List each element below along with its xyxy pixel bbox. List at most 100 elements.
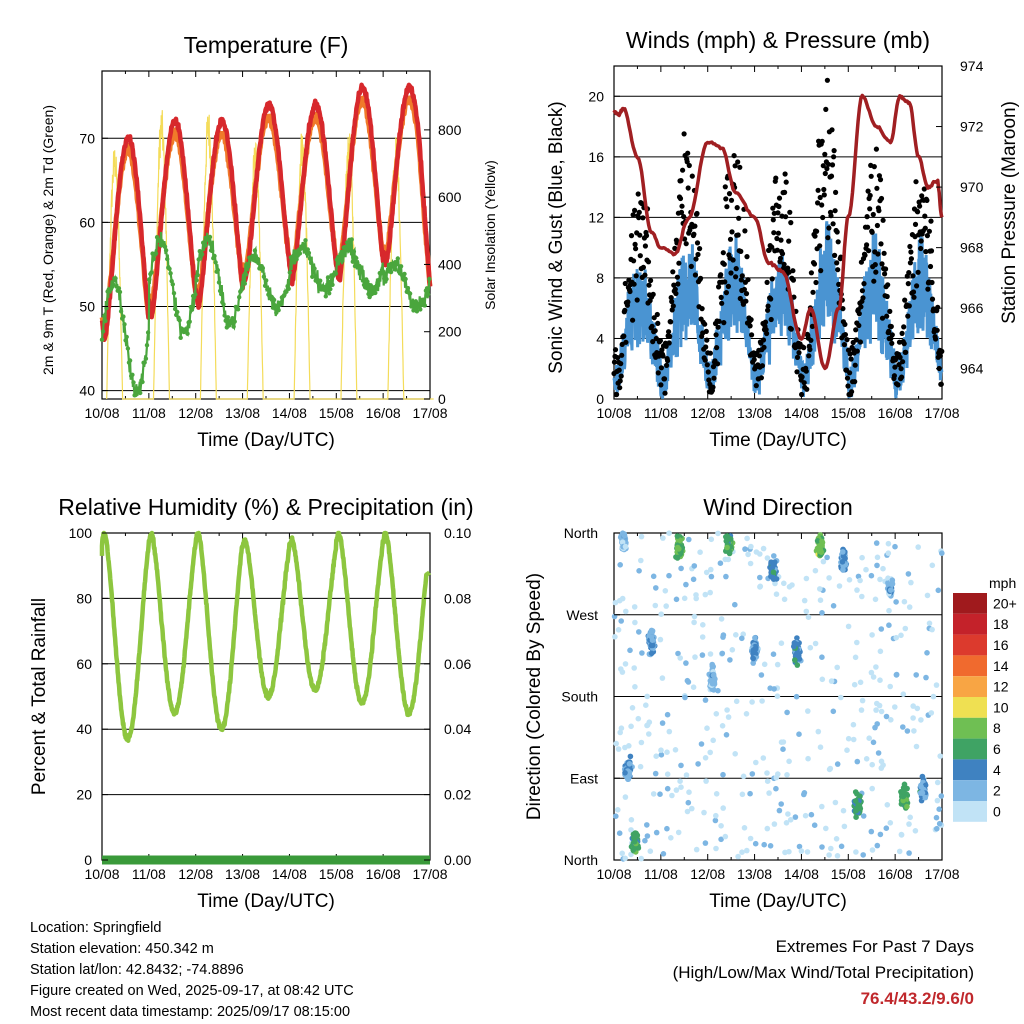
wind-y-tick-label: 12 xyxy=(588,209,604,225)
gust-point xyxy=(864,214,870,220)
gust-point xyxy=(636,215,642,221)
direction-point xyxy=(769,573,776,580)
gust-point xyxy=(723,290,730,296)
gust-point xyxy=(707,350,714,356)
gust-point xyxy=(896,362,902,368)
direction-point xyxy=(939,550,945,556)
gust-point xyxy=(731,153,737,159)
direction-point xyxy=(819,610,825,616)
direction-point xyxy=(664,771,671,777)
direction-point xyxy=(750,647,757,653)
direction-point xyxy=(715,530,721,537)
direction-point xyxy=(646,731,652,737)
direction-point xyxy=(648,650,655,657)
dir-x-tick-label: 10/08 xyxy=(596,866,631,882)
direction-point xyxy=(691,619,697,626)
dir-x-tick-label: 16/08 xyxy=(878,866,913,882)
td2m-point xyxy=(328,286,333,292)
rh-y2-tick-label: 0.06 xyxy=(444,656,471,672)
gust-point xyxy=(847,370,853,376)
direction-point xyxy=(719,650,726,657)
direction-point xyxy=(764,825,771,832)
gust-point xyxy=(939,348,945,354)
gust-point xyxy=(637,232,643,238)
direction-point xyxy=(820,558,827,565)
gust-point xyxy=(866,248,872,254)
td2m-point xyxy=(325,275,331,280)
direction-point xyxy=(892,543,898,550)
wind-y-tick-label: 8 xyxy=(596,270,604,286)
gust-point xyxy=(924,233,931,239)
gust-point xyxy=(922,213,928,219)
colorbar-swatch xyxy=(953,801,987,822)
gust-point xyxy=(831,148,837,154)
wind-y2-tick-label: 966 xyxy=(960,300,984,316)
td2m-point xyxy=(330,282,335,287)
td2m-point xyxy=(124,334,129,340)
direction-point xyxy=(887,587,894,593)
direction-point xyxy=(834,761,841,767)
direction-point xyxy=(787,817,794,823)
td2m-point xyxy=(219,291,224,297)
direction-point xyxy=(695,761,701,767)
direction-point xyxy=(666,728,673,735)
gust-point xyxy=(650,339,656,345)
colorbar-swatch xyxy=(953,697,987,718)
direction-point xyxy=(786,758,792,765)
direction-point xyxy=(934,825,940,832)
direction-point xyxy=(673,596,680,603)
gust-point xyxy=(686,162,692,169)
direction-point xyxy=(727,657,733,663)
td2m-point xyxy=(310,274,315,279)
gust-point xyxy=(832,208,838,214)
direction-point xyxy=(854,639,860,646)
td2m-point xyxy=(216,280,222,285)
gust-point xyxy=(703,344,709,350)
direction-point xyxy=(852,654,859,661)
direction-point xyxy=(830,603,837,609)
gust-point xyxy=(888,323,894,330)
direction-point xyxy=(637,763,644,770)
gust-point xyxy=(735,232,741,238)
direction-point xyxy=(732,601,738,608)
td2m-point xyxy=(149,270,154,275)
direction-point xyxy=(747,790,753,797)
td2m-point xyxy=(203,243,208,248)
gust-point xyxy=(922,225,928,231)
direction-point xyxy=(689,805,695,812)
direction-point xyxy=(900,789,907,795)
td2m-point xyxy=(388,269,394,275)
direction-point xyxy=(715,687,721,694)
direction-point xyxy=(811,822,818,828)
direction-point xyxy=(929,626,935,633)
td2m-point xyxy=(374,285,379,291)
direction-point xyxy=(902,625,909,632)
td2m-point xyxy=(393,267,398,272)
direction-point xyxy=(724,533,730,539)
wind-y2-tick-label: 970 xyxy=(960,179,984,195)
direction-point xyxy=(869,632,875,638)
direction-point xyxy=(794,662,801,668)
gust-point xyxy=(787,209,793,215)
gust-point xyxy=(856,322,862,329)
direction-point xyxy=(785,811,791,817)
gust-point xyxy=(672,286,678,292)
colorbar-label: 2 xyxy=(993,783,1001,799)
gust-point xyxy=(639,200,645,207)
direction-point xyxy=(659,720,666,726)
direction-point xyxy=(854,758,861,765)
gust-point xyxy=(718,272,724,278)
td2m-point xyxy=(362,285,368,290)
td2m-point xyxy=(318,278,323,283)
direction-point xyxy=(652,770,659,777)
dir-y-tick-label: East xyxy=(570,770,598,786)
direction-point xyxy=(833,836,840,842)
gust-point xyxy=(666,340,672,346)
gust-point xyxy=(824,166,830,172)
station-location: Location: Springfield xyxy=(30,920,162,936)
direction-point xyxy=(612,634,618,640)
td2m-point xyxy=(421,297,426,302)
direction-point xyxy=(817,744,824,750)
td2m-point xyxy=(122,322,127,327)
gust-point xyxy=(815,200,821,206)
